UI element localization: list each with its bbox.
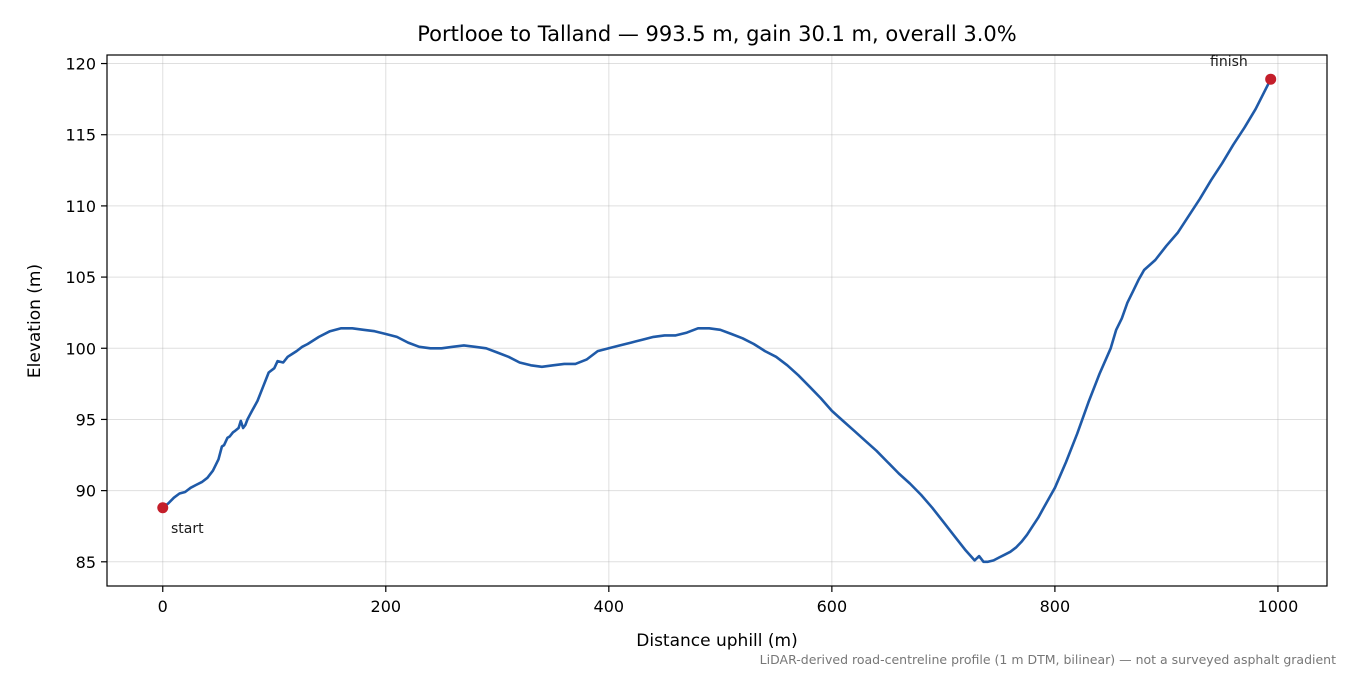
finish-annotation: finish [1210, 54, 1248, 70]
y-tick-label: 120 [65, 55, 96, 74]
elevation-line [161, 77, 1272, 564]
y-tick-label: 85 [76, 553, 96, 572]
plot-frame [106, 54, 1328, 587]
x-tick-label: 1000 [1258, 597, 1299, 616]
y-axis-ticks: 85 90 95 100 105 110 115 120 [65, 55, 107, 572]
start-annotation: start [171, 521, 204, 537]
x-tick-label: 600 [817, 597, 848, 616]
y-tick-label: 110 [65, 197, 96, 216]
y-tick-label: 90 [76, 482, 96, 501]
data-source-caption: LiDAR-derived road-centreline profile (1… [760, 652, 1336, 667]
x-tick-label: 400 [594, 597, 625, 616]
x-tick-label: 200 [371, 597, 402, 616]
y-tick-label: 105 [65, 268, 96, 287]
grid-lines [107, 55, 1327, 586]
y-tick-label: 100 [65, 339, 96, 358]
y-axis-label: Elevation (m) [25, 264, 45, 378]
x-axis-label: Distance uphill (m) [636, 631, 797, 651]
plot-area [157, 73, 1277, 564]
y-tick-label: 115 [65, 126, 96, 145]
y-tick-label: 95 [76, 410, 96, 429]
start-marker [157, 502, 169, 514]
x-tick-label: 800 [1040, 597, 1071, 616]
x-tick-label: 0 [158, 597, 168, 616]
chart-title: Portlooe to Talland — 993.5 m, gain 30.1… [417, 22, 1017, 46]
x-axis-ticks: 0 200 400 600 800 1000 [158, 586, 1299, 616]
finish-marker [1265, 73, 1277, 85]
